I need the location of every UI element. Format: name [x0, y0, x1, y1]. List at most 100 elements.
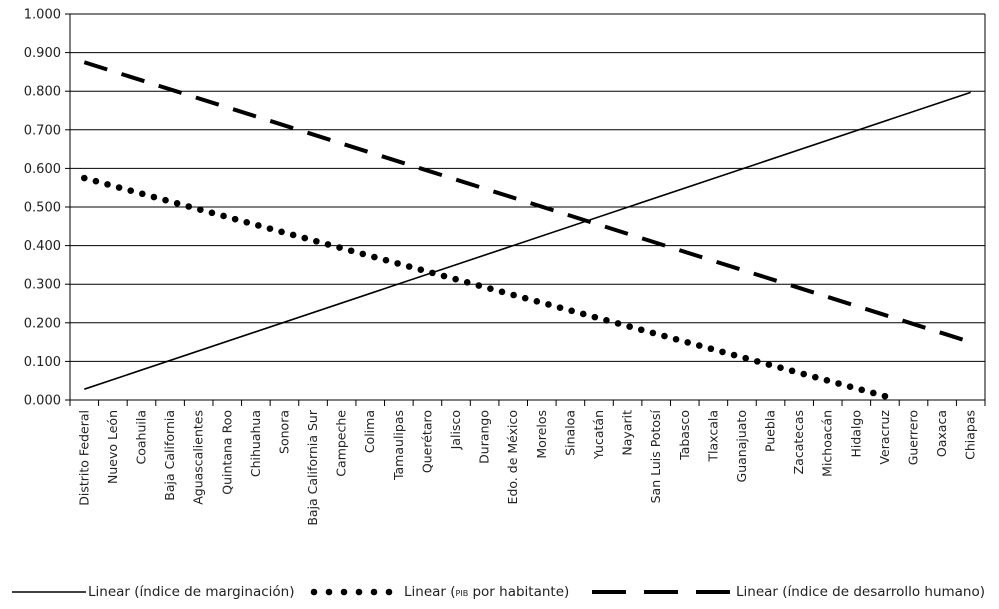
- series-dot: [371, 253, 378, 261]
- x-tick-label: Chiapas: [963, 410, 978, 460]
- series-dot: [626, 323, 633, 330]
- y-tick-label: 0.200: [24, 316, 61, 331]
- series-dot: [347, 247, 355, 255]
- x-tick-label: Nayarit: [620, 410, 635, 456]
- series-dot: [231, 215, 239, 223]
- legend-dot: [340, 588, 348, 596]
- x-tick-label: Aguascalientes: [191, 410, 206, 505]
- series-line-pib: [80, 174, 889, 400]
- series-dot: [545, 301, 552, 308]
- grid-lines: [70, 13, 985, 401]
- y-tick-label: 1.000: [24, 8, 61, 23]
- series-dot: [162, 196, 169, 204]
- series-dot: [510, 291, 517, 299]
- series-dot: [556, 304, 564, 311]
- x-tick-label: Baja California: [162, 410, 177, 501]
- x-tick-label: San Luis Potosí: [648, 409, 663, 503]
- series-dot: [80, 174, 88, 182]
- legend-dot: [370, 588, 378, 596]
- series-dot: [185, 203, 193, 210]
- series-dot: [521, 294, 529, 302]
- series-dot: [881, 392, 889, 400]
- y-tick-labels: 0.000 0.100 0.200 0.300 0.400 0.500 0.600 0.700…: [24, 8, 61, 409]
- legend-dot: [310, 588, 318, 596]
- series-dot: [440, 272, 448, 280]
- series-dot: [278, 228, 285, 236]
- x-tick-label: Colima: [362, 410, 377, 453]
- series-dot: [150, 193, 158, 201]
- series-dot: [127, 187, 135, 194]
- x-tick-label: Querétaro: [419, 410, 434, 473]
- series-dot: [301, 234, 309, 242]
- series-dot: [730, 351, 738, 359]
- series-dot: [220, 212, 227, 220]
- series-dot: [870, 389, 877, 397]
- series-dot: [255, 222, 262, 229]
- legend: Linear (índice de marginación) Linear (PI…: [12, 584, 985, 600]
- legend-dot: [385, 588, 393, 596]
- series-dot: [417, 266, 425, 274]
- series-dot: [672, 335, 680, 343]
- legend-label-pib: Linear (PIB por habitante): [404, 584, 569, 600]
- legend-dot: [355, 588, 363, 596]
- x-tick-label: Distrito Federal: [76, 410, 91, 506]
- y-tick-label: 0.800: [24, 85, 61, 100]
- series-dot: [324, 241, 332, 248]
- series-dot: [104, 181, 111, 188]
- x-tick-label: Sinaloa: [562, 410, 577, 456]
- x-tick-label: Tlaxcala: [705, 410, 720, 463]
- y-tick-label: 0.300: [24, 278, 61, 293]
- series-dot: [719, 348, 726, 356]
- x-tick-label: Coahuila: [133, 410, 148, 465]
- series-lines: [80, 60, 972, 400]
- y-tick-label: 0.600: [24, 162, 61, 177]
- x-tick-label: Puebla: [763, 410, 778, 452]
- series-dot: [788, 367, 796, 375]
- y-tick-label: 0.900: [24, 46, 61, 61]
- legend-label-marginacion: Linear (índice de marginación): [88, 584, 294, 600]
- series-dot: [533, 298, 541, 305]
- y-tick-label: 0.700: [24, 123, 61, 138]
- series-dot: [173, 200, 181, 207]
- x-tick-label: Michoacán: [820, 410, 835, 477]
- x-tick-label: Hidalgo: [848, 410, 863, 458]
- series-dot: [266, 225, 274, 232]
- series-dot: [591, 313, 599, 321]
- legend-dot: [325, 588, 333, 596]
- series-dot: [684, 339, 691, 346]
- x-tick-label: Yucatán: [591, 410, 606, 460]
- x-tick-label: Baja California Sur: [305, 409, 320, 526]
- series-dot: [463, 279, 471, 286]
- series-dot: [753, 358, 761, 365]
- series-dot: [359, 250, 367, 258]
- x-tick-label: Chihuahua: [248, 410, 263, 477]
- series-dot: [487, 285, 494, 292]
- x-tick-label: Zacatecas: [791, 410, 806, 474]
- x-tick-label: Tamaulipas: [391, 410, 406, 481]
- x-tick-label: Sonora: [276, 410, 291, 454]
- y-tick-label: 0.100: [24, 355, 61, 370]
- series-dot: [336, 244, 343, 251]
- series-dot: [475, 282, 483, 289]
- axes: [65, 13, 986, 406]
- series-dot: [405, 263, 413, 270]
- series-dot: [846, 383, 854, 390]
- series-dot: [661, 332, 668, 340]
- series-dot: [579, 310, 587, 318]
- x-tick-label: Oaxaca: [934, 410, 949, 457]
- series-dot: [707, 345, 715, 353]
- x-tick-label: Edo. de México: [505, 410, 520, 504]
- series-dot: [858, 386, 866, 394]
- series-dot: [243, 219, 251, 226]
- x-tick-label: Jalisco: [448, 410, 463, 450]
- series-dot: [313, 237, 320, 245]
- x-tick-label: Morelos: [534, 410, 549, 459]
- series-dot: [568, 307, 575, 315]
- x-tick-label: Veracruz: [877, 410, 892, 465]
- series-dot: [777, 364, 784, 371]
- legend-label-desarrollo-humano: Linear (índice de desarrollo humano): [736, 584, 985, 600]
- series-dot: [649, 329, 657, 337]
- series-dot: [695, 342, 703, 349]
- x-tick-label: Nuevo León: [105, 410, 120, 484]
